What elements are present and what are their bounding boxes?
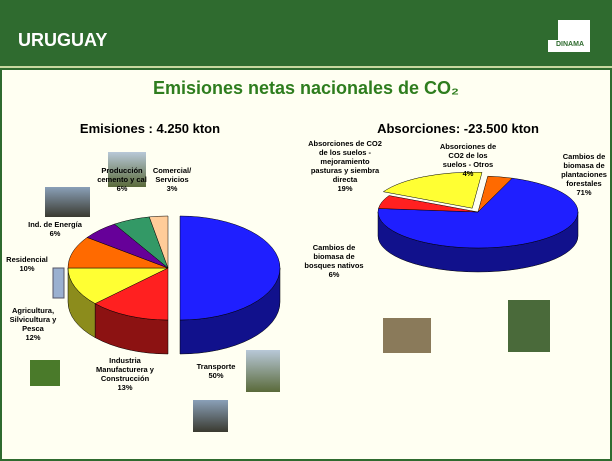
chart-title: Emisiones : 4.250 kton [80,121,220,136]
slice-value: 50% [188,371,244,380]
slice-value: 19% [306,184,384,193]
slice-value: 12% [0,333,66,342]
slice-name: Absorciones de CO2 de los suelos - mejor… [306,139,384,184]
slide: URUGUAY DINAMA Emisiones netas nacionale… [0,0,612,461]
slice-name: Cambios de biomasa de plantaciones fores… [556,152,612,188]
photo [508,300,550,352]
slice-value: 6% [302,270,366,279]
slice-label: Absorciones de CO2 de los suelos - Otros… [436,142,500,178]
logo-text: DINAMA [556,41,584,48]
photo [30,360,60,386]
slice-value: 3% [146,184,198,193]
photo [383,318,431,353]
slice-name: Transporte [188,362,244,371]
slice-label: Absorciones de CO2 de los suelos - mejor… [306,139,384,193]
slice-value: 6% [24,229,86,238]
slice-name: Agricultura, Silvicultura y Pesca [0,306,66,333]
chart-title: Absorciones: -23.500 kton [377,121,539,136]
header-title: URUGUAY [18,30,107,50]
photo [193,400,228,432]
slice-value: 6% [96,184,148,193]
slice-name: Absorciones de CO2 de los suelos - Otros [436,142,500,169]
photo [53,268,64,298]
slice-value: 4% [436,169,500,178]
slide-title: Emisiones netas nacionales de CO₂ [153,78,459,98]
slice-label: Cambios de biomasa de plantaciones fores… [556,152,612,197]
slice-value: 13% [88,383,162,392]
slice-name: Residencial [2,255,52,264]
slice-value: 71% [556,188,612,197]
logo-mark [548,20,558,40]
photo [246,350,280,392]
slice-name: Ind. de Energía [24,220,86,229]
slice-name: Industria Manufacturera y Construcción [88,356,162,383]
slice-name: Cambios de biomasa de bosques nativos [302,243,366,270]
photo [45,187,90,217]
slice-value: 10% [2,264,52,273]
slice-name: Producción cemento y cal [96,166,148,184]
slice-name: Comercial/ Servicios [146,166,198,184]
